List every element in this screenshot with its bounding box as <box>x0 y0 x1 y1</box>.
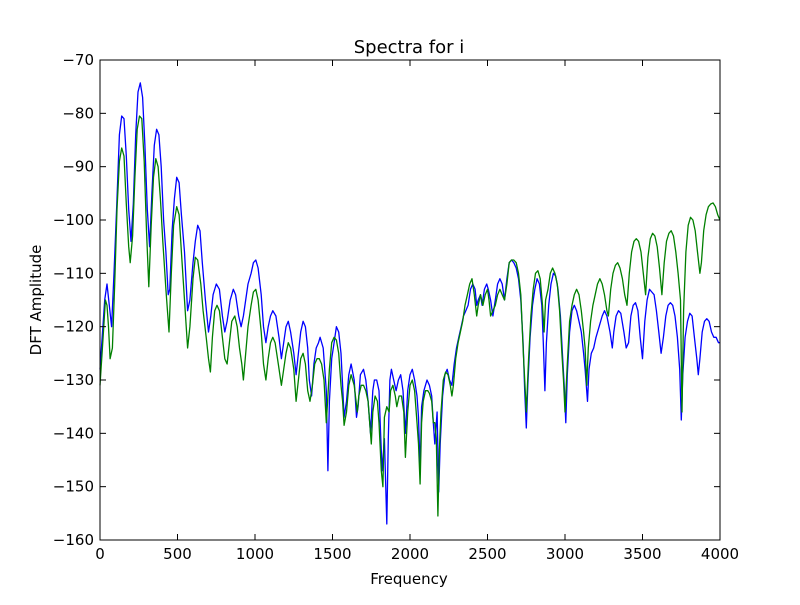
y-tick-label: −80 <box>62 104 94 122</box>
x-axis-label: Frequency <box>370 570 448 588</box>
x-tick-label: 1000 <box>236 545 274 563</box>
x-tick-label: 0 <box>95 545 105 563</box>
plot-area: 0 500 1000 1500 2000 2500 3000 3500 4000 −70−80−… <box>53 51 739 563</box>
y-tick-label: −150 <box>53 478 94 496</box>
x-tick-label: 3500 <box>623 545 661 563</box>
y-axis-ticks: −70 −80 −90 −100 −110 −120 −130 −140 −150 −160 <box>53 51 720 549</box>
plot-background <box>100 60 720 540</box>
x-tick-label: 4000 <box>701 545 739 563</box>
y-tick-label: −140 <box>53 424 94 442</box>
y-tick-label: −130 <box>53 371 94 389</box>
x-tick-label: 500 <box>163 545 192 563</box>
series-line-2 <box>99 115 721 517</box>
series-layer <box>99 82 721 525</box>
x-tick-label: 3000 <box>546 545 584 563</box>
y-tick-label: −90 <box>62 158 94 176</box>
x-tick-label: 2500 <box>468 545 506 563</box>
y-tick-label: −160 <box>53 531 94 549</box>
y-axis-label: DFT Amplitude <box>27 245 45 356</box>
x-tick-label: 2000 <box>391 545 429 563</box>
y-tick-label: −100 <box>53 211 94 229</box>
x-tick-label: 1500 <box>313 545 351 563</box>
y-tick-label: −120 <box>53 318 94 336</box>
x-axis-ticks: 0 500 1000 1500 2000 2500 3000 3500 4000 <box>95 60 739 563</box>
y-tick-label: −110 <box>53 264 94 282</box>
y-tick-label: −70 <box>62 51 94 69</box>
chart-title: Spectra for i <box>354 37 465 58</box>
